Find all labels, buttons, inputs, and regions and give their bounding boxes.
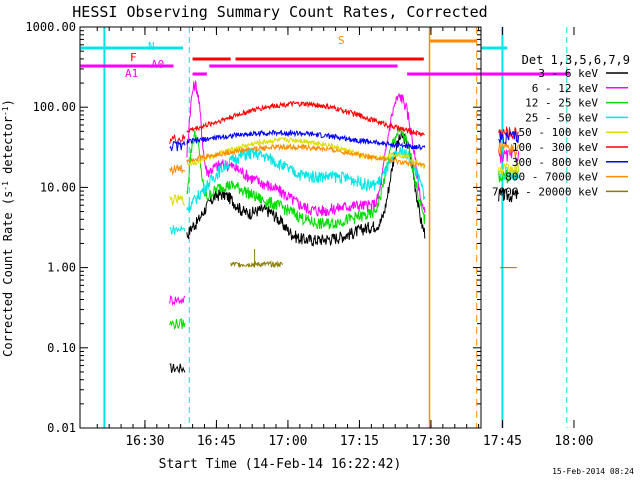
legend-entry-label: 25 - 50 keV [525, 111, 598, 124]
x-tick-label: 16:45 [197, 434, 236, 449]
x-tick-label: 17:30 [411, 434, 450, 449]
x-axis-ticks: 16:30 16:45 17:00 17:15 17:30 17:45 18:00 [96, 27, 594, 449]
x-tick-label: 17:45 [483, 434, 522, 449]
legend-entry-label: 50 - 100 keV [519, 126, 599, 139]
y-axis-ticks: 1000.00 100.00 10.00 1.00 0.10 0.01 [25, 20, 481, 435]
flag-label-s: S [338, 34, 345, 47]
y-axis-label-sup2: -1 [1, 106, 10, 116]
series-line-7 [169, 142, 520, 176]
x-axis-label: Start Time (14-Feb-14 16:22:42) [159, 457, 402, 472]
y-axis-label-sup1: -1 [1, 181, 10, 191]
y-axis-label-mid: detector [1, 116, 15, 181]
x-tick-label: 18:00 [554, 434, 593, 449]
legend-entry-label: 3 - 6 keV [538, 67, 598, 80]
footer-timestamp: 15-Feb-2014 08:24 [552, 467, 634, 476]
legend-entry-label: 300 - 800 keV [512, 156, 598, 169]
y-axis-label-main: Corrected Count Rate (s [1, 191, 15, 357]
legend-entry-label: 6 - 12 keV [532, 82, 599, 95]
plot-frame [79, 26, 482, 429]
flag-label-f: F [130, 51, 137, 64]
series-line-3 [169, 146, 520, 235]
y-axis-label-end: ) [1, 99, 15, 106]
series-line-6 [169, 129, 520, 152]
legend-entry-label: 800 - 7000 keV [505, 171, 598, 184]
flag-label-a0: A0 [151, 58, 164, 71]
series-line-2 [169, 127, 520, 330]
x-tick-label: 17:00 [268, 434, 307, 449]
chart-title: HESSI Observing Summary Count Rates, Cor… [72, 3, 487, 21]
series-curves [169, 79, 520, 374]
y-axis-label: Corrected Count Rate (s-1 detector-1) [1, 99, 15, 357]
plot-area: NF S A1 A0 [80, 27, 570, 428]
legend-entry-label: 7000 - 20000 keV [492, 185, 598, 198]
y-tick-label: 10.00 [40, 180, 76, 194]
observing-flags: NF S A1 A0 [80, 34, 570, 80]
flag-label-n: N [148, 40, 155, 53]
flag-label-a1: A1 [125, 67, 138, 80]
y-tick-label: 0.10 [47, 341, 76, 355]
series-line-0 [169, 131, 519, 374]
x-tick-label: 16:30 [125, 434, 164, 449]
y-tick-label: 1000.00 [25, 20, 76, 34]
y-tick-label: 100.00 [33, 100, 76, 114]
legend-title: Det 1,3,5,6,7,9 [522, 53, 630, 67]
x-tick-label: 17:15 [340, 434, 379, 449]
series-line-8 [230, 249, 517, 269]
legend-entry-label: 100 - 300 keV [512, 141, 598, 154]
y-tick-label: 1.00 [47, 261, 76, 275]
y-tick-label: 0.01 [47, 421, 76, 435]
legend-entry-label: 12 - 25 keV [525, 97, 598, 110]
